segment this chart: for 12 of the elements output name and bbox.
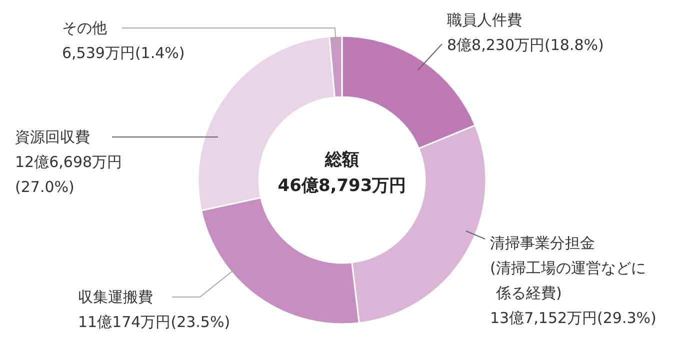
slice-label: 資源回収費 [15, 128, 90, 146]
data-label: 12億6,698万円(27.0%) [15, 153, 122, 196]
slice-label: その他 [62, 19, 107, 37]
text: 総額 [324, 149, 360, 171]
data-label: 8億8,230万円(18.8%) [447, 36, 604, 54]
slice-label: 職員人件費 [447, 11, 522, 29]
data-label: 11億174万円(23.5%) [78, 313, 230, 331]
text: 46億8,793万円 [276, 175, 408, 197]
data-label: 13億7,152万円(29.3%) [490, 309, 656, 327]
slice-label: 清掃事業分担金(清掃工場の運営などに係る経費) [490, 234, 646, 302]
slice-label: 収集運搬費 [78, 288, 153, 306]
data-label: 6,539万円(1.4%) [62, 44, 185, 62]
